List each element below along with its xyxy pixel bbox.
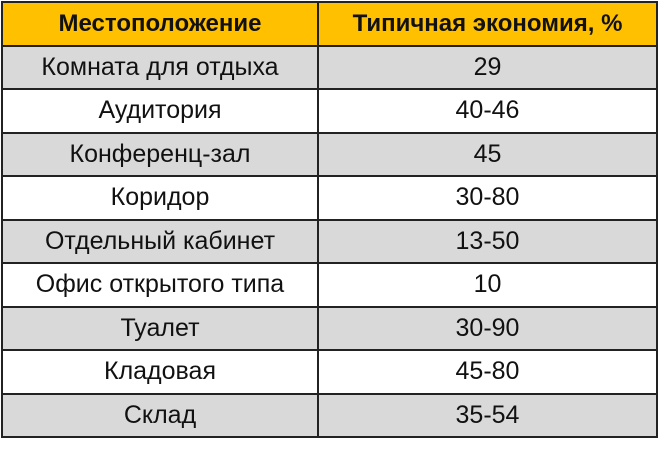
table-row: Конференц-зал 45 (1, 131, 658, 177)
savings-cell: 35-54 (317, 392, 658, 438)
location-cell: Склад (1, 392, 319, 438)
savings-cell: 40-46 (317, 88, 658, 134)
table-row: Аудитория 40-46 (1, 88, 658, 134)
table-row: Отдельный кабинет 13-50 (1, 218, 658, 264)
header-row: Местоположение Типичная экономия, % (1, 1, 658, 47)
savings-cell: 30-90 (317, 305, 658, 351)
savings-cell: 45 (317, 131, 658, 177)
header-location: Местоположение (1, 1, 319, 47)
location-cell: Отдельный кабинет (1, 218, 319, 264)
savings-cell: 13-50 (317, 218, 658, 264)
table-row: Комната для отдыха 29 (1, 44, 658, 90)
table-row: Офис открытого типа 10 (1, 262, 658, 308)
table-row: Туалет 30-90 (1, 305, 658, 351)
location-cell: Аудитория (1, 88, 319, 134)
savings-cell: 45-80 (317, 349, 658, 395)
header-savings: Типичная экономия, % (317, 1, 658, 47)
savings-table: Местоположение Типичная экономия, % Комн… (1, 1, 658, 438)
savings-cell: 10 (317, 262, 658, 308)
location-cell: Офис открытого типа (1, 262, 319, 308)
location-cell: Конференц-зал (1, 131, 319, 177)
location-cell: Коридор (1, 175, 319, 221)
table-row: Коридор 30-80 (1, 175, 658, 221)
savings-cell: 30-80 (317, 175, 658, 221)
location-cell: Туалет (1, 305, 319, 351)
table-row: Склад 35-54 (1, 392, 658, 438)
location-cell: Кладовая (1, 349, 319, 395)
table-row: Кладовая 45-80 (1, 349, 658, 395)
location-cell: Комната для отдыха (1, 44, 319, 90)
savings-cell: 29 (317, 44, 658, 90)
